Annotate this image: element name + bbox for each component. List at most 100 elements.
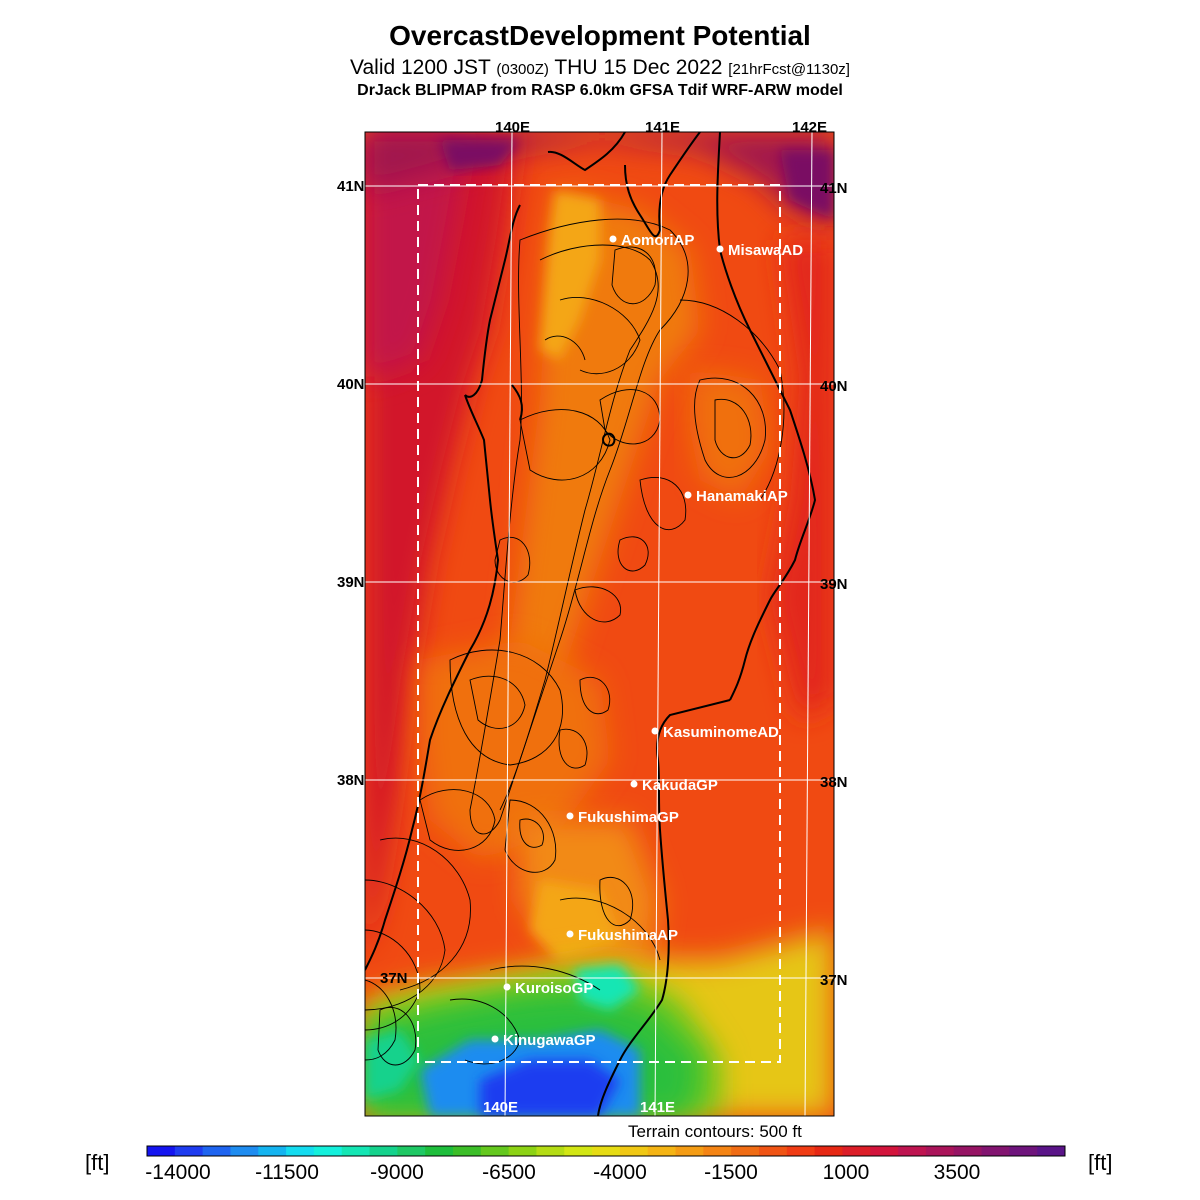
svg-text:KasuminomeAD: KasuminomeAD: [663, 724, 779, 741]
colorbar-swatch: [480, 1146, 510, 1156]
colorbar-swatch: [675, 1146, 704, 1156]
station-aomori-ap: AomoriAP: [609, 232, 694, 249]
colorbar-swatch: [619, 1146, 649, 1156]
colorbar-swatch: [453, 1146, 482, 1156]
colorbar-frame: [146, 1145, 1066, 1157]
colorbar-swatch: [786, 1146, 816, 1156]
svg-text:KakudaGP: KakudaGP: [642, 777, 718, 794]
lon-label-140e-bottom: 140E: [483, 1099, 518, 1116]
south-cyan: [575, 965, 640, 1010]
station-misawa-ad: MisawaAD: [716, 242, 803, 259]
colorbar-unit-left: [ft]: [85, 1150, 110, 1175]
svg-text:KuroisoGP: KuroisoGP: [515, 980, 593, 997]
colorbar-swatch: [898, 1146, 927, 1156]
lon-label-141e-bottom: 141E: [640, 1099, 675, 1116]
coastline: [365, 132, 817, 1116]
lat-label-41n-right: 41N: [820, 180, 848, 197]
lon-label-140e-top: 140E: [495, 119, 530, 136]
lat-label-40n-left: 40N: [337, 376, 365, 393]
colorbar: -14000 -11500 -9000 -6500 -4000 -1500 1000 3500: [145, 1145, 1066, 1184]
colorbar-swatch: [202, 1146, 231, 1156]
colorbar-swatch: [313, 1146, 343, 1156]
colorbar-swatch: [258, 1146, 287, 1156]
page-title: OvercastDevelopment Potential: [389, 20, 811, 51]
svg-text:FukushimaAP: FukushimaAP: [578, 927, 678, 944]
colorbar-tick-label: 3500: [934, 1161, 981, 1184]
model-line: DrJack BLIPMAP from RASP 6.0km GFSA Tdif…: [357, 82, 843, 99]
colorbar-swatch: [286, 1146, 315, 1156]
lat-label-39n-left: 39N: [337, 574, 365, 591]
colorbar-swatch: [536, 1146, 565, 1156]
valid-utc: (0300Z): [496, 61, 549, 78]
sea-east: [770, 240, 834, 720]
colorbar-tick-label: -6500: [482, 1161, 536, 1184]
valid-time-line: Valid 1200 JST (0300Z) THU 15 Dec 2022 […: [0, 56, 1200, 80]
colorbar-swatch: [703, 1146, 732, 1156]
colorbar-swatch: [508, 1146, 537, 1156]
colorbar-swatch: [842, 1146, 871, 1156]
svg-text:FukushimaGP: FukushimaGP: [578, 809, 679, 826]
forecast-info: [21hrFcst@1130z]: [728, 61, 850, 78]
lon-labels-top: 140E 141E 142E: [495, 119, 827, 136]
lat-label-38n-right: 38N: [820, 774, 848, 791]
colorbar-swatch: [592, 1146, 621, 1156]
map-field: AomoriAP MisawaAD HanamakiAP KasuminomeA…: [365, 132, 834, 1116]
station-fukushima-gp: FukushimaGP: [566, 809, 679, 826]
colorbar-swatch: [369, 1146, 398, 1156]
highlight-south: [530, 880, 620, 960]
colorbar-swatch: [147, 1146, 176, 1156]
north-purple: [440, 140, 520, 170]
highlight-north: [540, 190, 600, 360]
colorbar-unit-right: [ft]: [1088, 1150, 1113, 1175]
colorbar-swatch: [731, 1146, 760, 1156]
colorbar-swatch: [981, 1146, 1010, 1156]
svg-text:KinugawaGP: KinugawaGP: [503, 1032, 596, 1049]
colorbar-tick-label: -11500: [255, 1161, 319, 1184]
colorbar-swatch: [953, 1146, 983, 1156]
lat-label-37n-left: 37N: [380, 970, 408, 987]
map-frame: [364, 131, 835, 1117]
lat-label-41n-left: 41N: [337, 178, 365, 195]
station-fukushima-ap: FukushimaAP: [566, 927, 678, 944]
colorbar-swatch: [647, 1146, 677, 1156]
lat-label-38n-left: 38N: [337, 772, 365, 789]
colorbar-tick-label: 1000: [823, 1161, 870, 1184]
colorbar-swatch: [925, 1146, 955, 1156]
inner-domain-box: [417, 184, 781, 1063]
lon-label-141e-top: 141E: [645, 119, 680, 136]
station-kuroiso-gp: KuroisoGP: [503, 980, 593, 997]
lat-label-40n-right: 40N: [820, 378, 848, 395]
colorbar-tick-label: -4000: [593, 1161, 647, 1184]
colorbar-swatch: [230, 1146, 259, 1156]
mountains-south: [420, 640, 610, 860]
station-kakuda-gp: KakudaGP: [630, 777, 718, 794]
svg-text:HanamakiAP: HanamakiAP: [696, 488, 788, 505]
colorbar-swatch: [174, 1146, 204, 1156]
colorbar-swatch: [759, 1146, 788, 1156]
lat-labels-left: 41N 40N 39N 38N 37N: [337, 178, 408, 987]
valid-prefix: Valid 1200 JST: [350, 56, 491, 79]
northeast-purple: [780, 150, 834, 220]
svg-text:MisawaAD: MisawaAD: [728, 242, 803, 259]
lat-label-39n-right: 39N: [820, 576, 848, 593]
graticule: [365, 132, 834, 1116]
colorbar-swatch: [341, 1146, 371, 1156]
colorbar-swatch: [870, 1146, 899, 1156]
svg-text:AomoriAP: AomoriAP: [621, 232, 694, 249]
colorbar-swatch: [814, 1146, 843, 1156]
colorbar-tick-label: -1500: [704, 1161, 758, 1184]
station-kasuminome-ad: KasuminomeAD: [651, 724, 779, 741]
stations: AomoriAP MisawaAD HanamakiAP KasuminomeA…: [491, 232, 803, 1049]
terrain-contour-note: Terrain contours: 500 ft: [628, 1122, 802, 1141]
lat-label-37n-right: 37N: [820, 972, 848, 989]
lat-labels-right: 41N 40N 39N 38N 37N: [820, 180, 848, 989]
lon-labels-bottom: 140E 141E: [483, 1099, 675, 1116]
lon-label-142e-top: 142E: [792, 119, 827, 136]
colorbar-swatch: [397, 1146, 426, 1156]
colorbar-swatch: [1037, 1146, 1066, 1156]
colorbar-swatch: [425, 1146, 454, 1156]
south-blue: [480, 1060, 620, 1116]
station-kinugawa-gp: KinugawaGP: [491, 1032, 596, 1049]
colorbar-swatch: [1009, 1146, 1038, 1156]
